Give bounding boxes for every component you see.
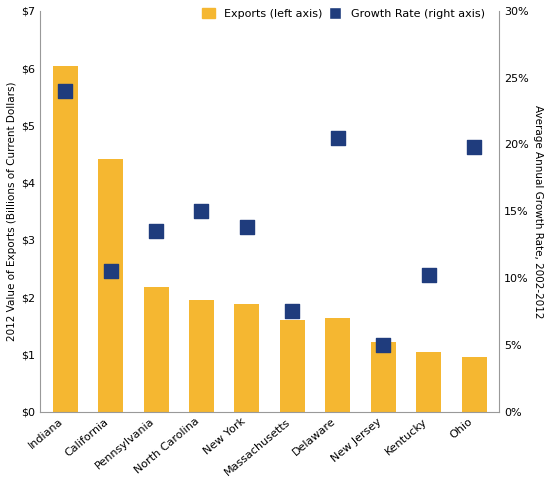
Bar (234, 304, 260, 411)
Point (379, 341, 388, 348)
Point (197, 207, 206, 215)
Point (243, 224, 251, 231)
Bar (462, 357, 487, 411)
Point (288, 307, 297, 315)
Bar (144, 287, 168, 411)
Bar (280, 320, 305, 411)
Point (470, 143, 478, 151)
Bar (371, 342, 396, 411)
Bar (53, 66, 78, 411)
Point (152, 227, 161, 235)
Bar (189, 300, 214, 411)
Bar (416, 352, 441, 411)
Point (106, 268, 115, 275)
Point (333, 134, 342, 142)
Point (60, 87, 69, 95)
Bar (98, 159, 123, 411)
Y-axis label: 2012 Value of Exports (Billions of Current Dollars): 2012 Value of Exports (Billions of Curre… (7, 81, 17, 341)
Y-axis label: Average Annual Growth Rate, 2002-2012: Average Annual Growth Rate, 2002-2012 (533, 105, 543, 318)
Point (425, 272, 433, 279)
Bar (326, 318, 350, 411)
Legend: Exports (left axis), Growth Rate (right axis): Exports (left axis), Growth Rate (right … (202, 9, 485, 19)
